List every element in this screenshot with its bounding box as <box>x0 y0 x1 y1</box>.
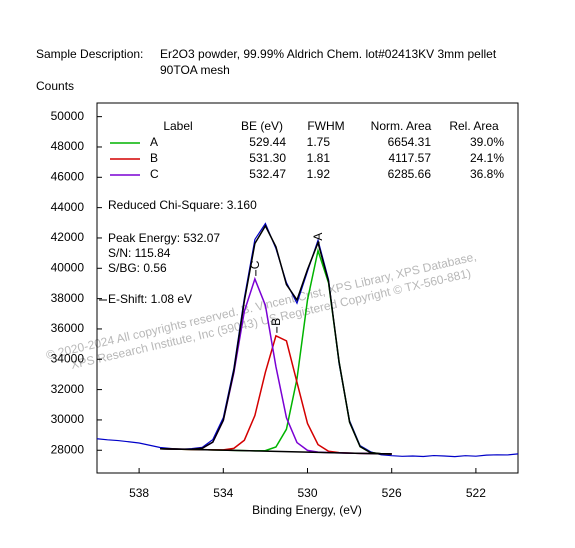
y-tick-label: 44000 <box>51 200 85 214</box>
x-tick-label: 530 <box>297 486 317 500</box>
x-tick-label: 538 <box>129 486 149 500</box>
y-tick-label: 36000 <box>51 321 85 335</box>
table-header: Label <box>163 119 192 133</box>
legend-label: B <box>150 151 158 165</box>
table-cell: 529.44 <box>249 135 286 149</box>
y-tick-label: 48000 <box>51 139 85 153</box>
y-tick-label: 30000 <box>51 412 85 426</box>
annotation: Reduced Chi-Square: 3.160 <box>108 198 257 212</box>
description: 90TOA mesh <box>160 63 230 77</box>
y-tick-label: 50000 <box>51 109 85 123</box>
annotation: E-Shift: 1.08 eV <box>108 292 192 306</box>
y-tick-label: 40000 <box>51 260 85 274</box>
y-tick-label: 32000 <box>51 382 85 396</box>
x-tick-label: 526 <box>382 486 402 500</box>
table-cell: 1.75 <box>307 135 331 149</box>
table-cell: 532.47 <box>249 167 286 181</box>
table-header: FWHM <box>307 119 344 133</box>
peak-label: C <box>248 260 262 269</box>
series-line <box>160 447 392 455</box>
y-tick-label: 28000 <box>51 442 85 456</box>
legend-label: C <box>150 167 159 181</box>
y-tick-label: 38000 <box>51 291 85 305</box>
peak-label: A <box>311 233 325 241</box>
table-cell: 24.1% <box>470 151 504 165</box>
table-cell: 6285.66 <box>388 167 432 181</box>
annotation: S/N: 115.84 <box>108 246 171 260</box>
table-cell: 1.92 <box>307 167 331 181</box>
table-cell: 4117.57 <box>389 151 432 165</box>
table-cell: 39.0% <box>470 135 504 149</box>
table-cell: 6654.31 <box>388 135 432 149</box>
peak-label: B <box>269 318 283 326</box>
y-tick-label: 46000 <box>51 169 85 183</box>
table-cell: 36.8% <box>470 167 504 181</box>
table-cell: 1.81 <box>307 151 331 165</box>
annotation: S/BG: 0.56 <box>108 261 167 275</box>
table-header: Norm. Area <box>371 119 432 133</box>
y-axis-label: Counts <box>36 79 74 93</box>
table-header: Rel. Area <box>449 119 499 133</box>
description-label: Sample Description: <box>36 47 143 61</box>
series-line <box>160 334 392 455</box>
x-axis-label: Binding Energy, (eV) <box>252 503 362 517</box>
description: Er2O3 powder, 99.99% Aldrich Chem. lot#0… <box>160 47 497 61</box>
legend-label: A <box>150 135 158 149</box>
y-tick-label: 34000 <box>51 351 85 365</box>
table-header: BE (eV) <box>241 119 283 133</box>
annotation: Peak Energy: 532.07 <box>108 231 220 245</box>
y-tick-label: 42000 <box>51 230 85 244</box>
table-cell: 531.30 <box>249 151 286 165</box>
x-tick-label: 522 <box>466 486 486 500</box>
series-line <box>160 224 392 455</box>
x-tick-label: 534 <box>213 486 233 500</box>
